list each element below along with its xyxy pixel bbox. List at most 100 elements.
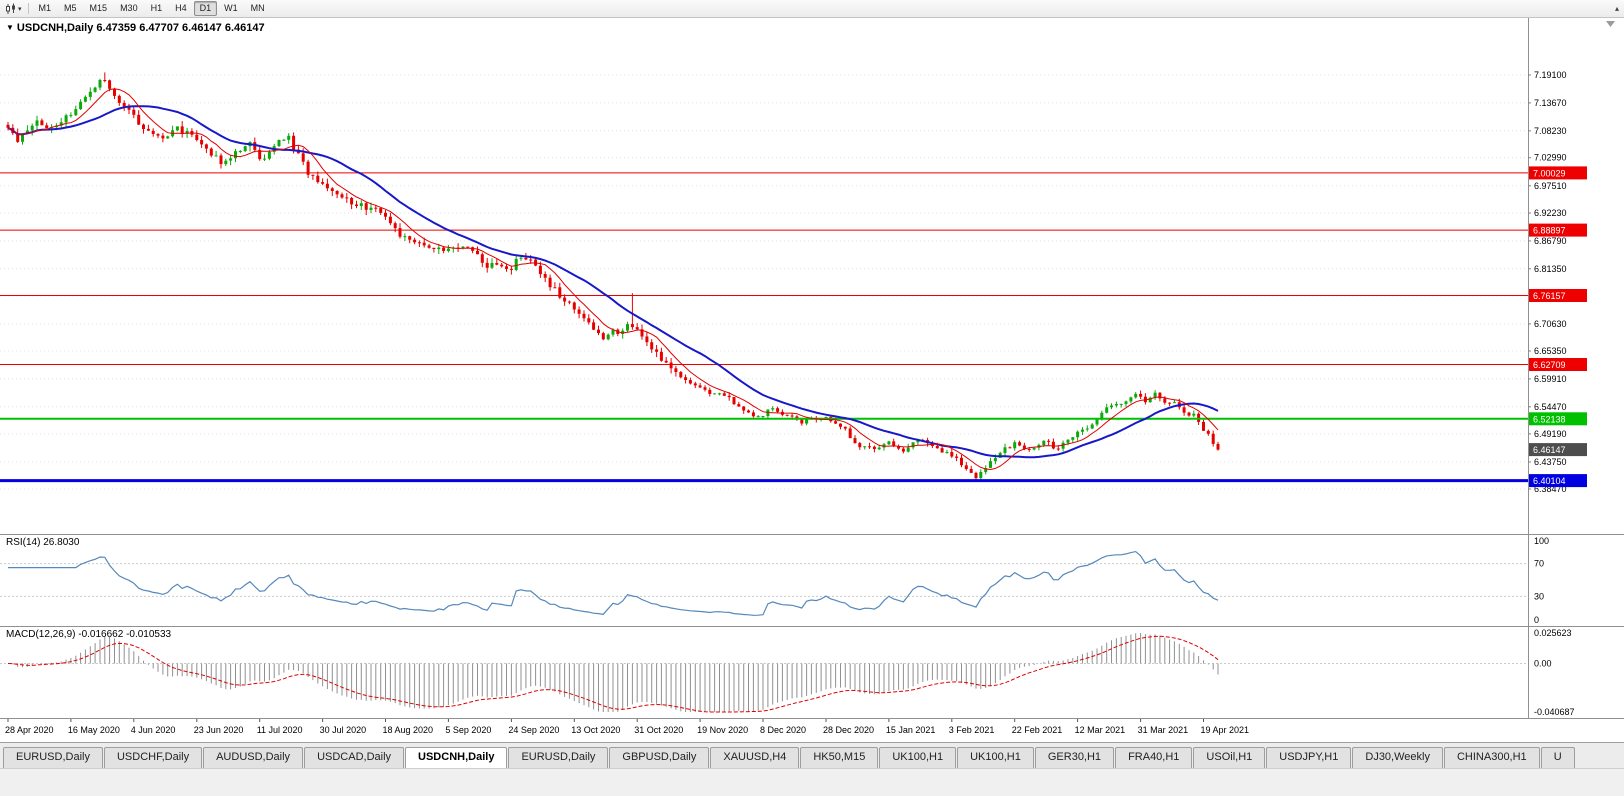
tab-usdjpy-h1[interactable]: USDJPY,H1: [1266, 747, 1352, 768]
tab-eurusd-daily[interactable]: EURUSD,Daily: [508, 747, 609, 768]
date-label: 31 Mar 2021: [1138, 725, 1189, 735]
svg-text:7.08230: 7.08230: [1534, 126, 1567, 136]
timeframe-button-h1[interactable]: H1: [150, 3, 163, 13]
tab-ger30-h1[interactable]: GER30,H1: [1034, 747, 1115, 768]
svg-text:-0.040687: -0.040687: [1534, 707, 1575, 717]
toolbar-separator: [27, 3, 29, 14]
tab-xauusd-h4[interactable]: XAUUSD,H4: [710, 747, 800, 768]
timeframe-button-d1[interactable]: D1: [193, 1, 218, 16]
chart-type-button[interactable]: ▾: [3, 1, 24, 16]
timeframe-button-m15[interactable]: M15: [89, 3, 108, 13]
level-price-box: [1529, 474, 1587, 488]
tab-hk50-m15[interactable]: HK50,M15: [800, 747, 879, 768]
tab-usdcad-daily[interactable]: USDCAD,Daily: [304, 747, 405, 768]
tab-dj30-weekly[interactable]: DJ30,Weekly: [1352, 747, 1443, 768]
level-price-box: [1529, 412, 1587, 426]
symbol-tabs: EURUSD,Daily USDCHF,Daily AUDUSD,Daily USDC…: [0, 742, 1624, 768]
svg-text:100: 100: [1534, 536, 1549, 546]
price-axis[interactable]: 7.19100 7.13670 7.08230 7.02990 6.97510 6.922…: [1528, 18, 1624, 534]
svg-text:0.025623: 0.025623: [1534, 628, 1572, 638]
date-label: 12 Mar 2021: [1075, 725, 1126, 735]
current-price-box: [1529, 443, 1587, 457]
svg-text:7.19100: 7.19100: [1534, 70, 1567, 80]
tab-eurusd-daily[interactable]: EURUSD,Daily: [3, 747, 103, 768]
tab-china300-h1[interactable]: CHINA300,H1: [1443, 747, 1540, 768]
macd-indicator-pane[interactable]: 0.025623 0.00 -0.040687: [0, 626, 1624, 718]
date-label: 31 Oct 2020: [634, 725, 683, 735]
level-price-box: [1529, 289, 1587, 302]
date-label: 3 Feb 2021: [949, 725, 995, 735]
timeframe-button-w1[interactable]: W1: [224, 3, 238, 13]
tab-usdchf-daily[interactable]: USDCHF,Daily: [103, 747, 203, 768]
date-label: 18 Aug 2020: [383, 725, 434, 735]
tab-uk100-h1[interactable]: UK100,H1: [957, 747, 1034, 768]
candles-layer: [6, 72, 1220, 481]
svg-text:6.52138: 6.52138: [1533, 414, 1566, 424]
date-label: 19 Apr 2021: [1201, 725, 1250, 735]
date-label: 4 Jun 2020: [131, 725, 176, 735]
rsi-line: [8, 550, 1219, 616]
svg-text:6.49190: 6.49190: [1534, 429, 1567, 439]
chevron-down-icon[interactable]: ▾: [18, 5, 22, 13]
date-label: 24 Sep 2020: [508, 725, 559, 735]
svg-text:6.59910: 6.59910: [1534, 374, 1567, 384]
timeframe-button-m30[interactable]: M30: [120, 3, 138, 13]
timeframe-buttons: M1 M5 M15 M30 H1 H4 D1 W1 MN: [33, 1, 271, 16]
scroll-arrow-icon: ▴: [1614, 4, 1619, 13]
level-price-box: [1529, 166, 1587, 180]
tab-usoil-h1[interactable]: USOil,H1: [1193, 747, 1266, 768]
date-label: 13 Oct 2020: [571, 725, 620, 735]
chart-shift-marker-icon[interactable]: [1606, 21, 1615, 27]
tab-fra40-h1[interactable]: FRA40,H1: [1115, 747, 1193, 768]
tab-gbpusd-daily[interactable]: GBPUSD,Daily: [609, 747, 710, 768]
horizontal-levels-layer[interactable]: [0, 172, 1528, 483]
date-label: 11 Jul 2020: [257, 725, 303, 735]
macd-signal-line: [7, 635, 1219, 713]
toolbar-overflow-button[interactable]: ▴: [1613, 1, 1621, 16]
timeframe-button-m5[interactable]: M5: [64, 3, 77, 13]
date-label: 28 Dec 2020: [823, 725, 874, 735]
svg-text:0.00: 0.00: [1534, 659, 1552, 669]
date-label: 19 Nov 2020: [697, 725, 748, 735]
date-label: 8 Dec 2020: [760, 725, 806, 735]
tab-uk100-h1[interactable]: UK100,H1: [879, 747, 957, 768]
tab-usdcnh-daily[interactable]: USDCNH,Daily: [405, 747, 508, 768]
tab-u[interactable]: U: [1540, 747, 1575, 768]
level-price-box: [1529, 223, 1587, 237]
svg-text:6.81350: 6.81350: [1534, 264, 1567, 274]
date-label: 23 Jun 2020: [194, 725, 244, 735]
svg-text:70: 70: [1534, 559, 1544, 569]
svg-text:6.38470: 6.38470: [1534, 484, 1567, 494]
chart-background: [0, 18, 1624, 534]
macd-histogram: [12, 633, 1219, 712]
rsi-indicator-pane[interactable]: 100 70 30 0: [0, 534, 1624, 626]
timeframe-button-h4[interactable]: H4: [175, 3, 187, 13]
svg-text:6.40104: 6.40104: [1533, 476, 1566, 486]
svg-text:7.13670: 7.13670: [1534, 98, 1567, 108]
svg-text:6.92230: 6.92230: [1534, 208, 1567, 218]
price-chart-pane[interactable]: 7.19100 7.13670 7.08230 7.02990 6.97510 6.922…: [0, 18, 1624, 534]
time-axis[interactable]: 28 Apr 2020 16 May 2020 4 Jun 2020 23 Jun 2…: [0, 718, 1624, 742]
svg-text:7.00029: 7.00029: [1533, 168, 1566, 178]
timeframe-button-mn[interactable]: MN: [250, 3, 265, 13]
svg-text:6.54470: 6.54470: [1534, 402, 1567, 412]
grid-layer: [0, 74, 1528, 490]
timeframe-button-m1[interactable]: M1: [38, 3, 52, 13]
svg-text:6.97510: 6.97510: [1534, 181, 1567, 191]
date-label: 5 Sep 2020: [445, 725, 491, 735]
svg-text:6.76157: 6.76157: [1533, 291, 1566, 301]
svg-text:6.62709: 6.62709: [1533, 360, 1566, 370]
date-label: 22 Feb 2021: [1012, 725, 1063, 735]
level-price-box: [1529, 358, 1587, 371]
svg-text:6.86790: 6.86790: [1534, 236, 1567, 246]
date-label: 28 Apr 2020: [5, 725, 54, 735]
svg-text:6.88897: 6.88897: [1533, 226, 1566, 236]
svg-text:6.43750: 6.43750: [1534, 457, 1567, 467]
date-label: 15 Jan 2021: [886, 725, 936, 735]
tab-audusd-daily[interactable]: AUDUSD,Daily: [203, 747, 304, 768]
candlestick-chart-icon: [6, 3, 15, 14]
fast-ma-line: [7, 88, 1219, 471]
svg-text:0: 0: [1534, 615, 1539, 625]
date-label: 30 Jul 2020: [320, 725, 367, 735]
